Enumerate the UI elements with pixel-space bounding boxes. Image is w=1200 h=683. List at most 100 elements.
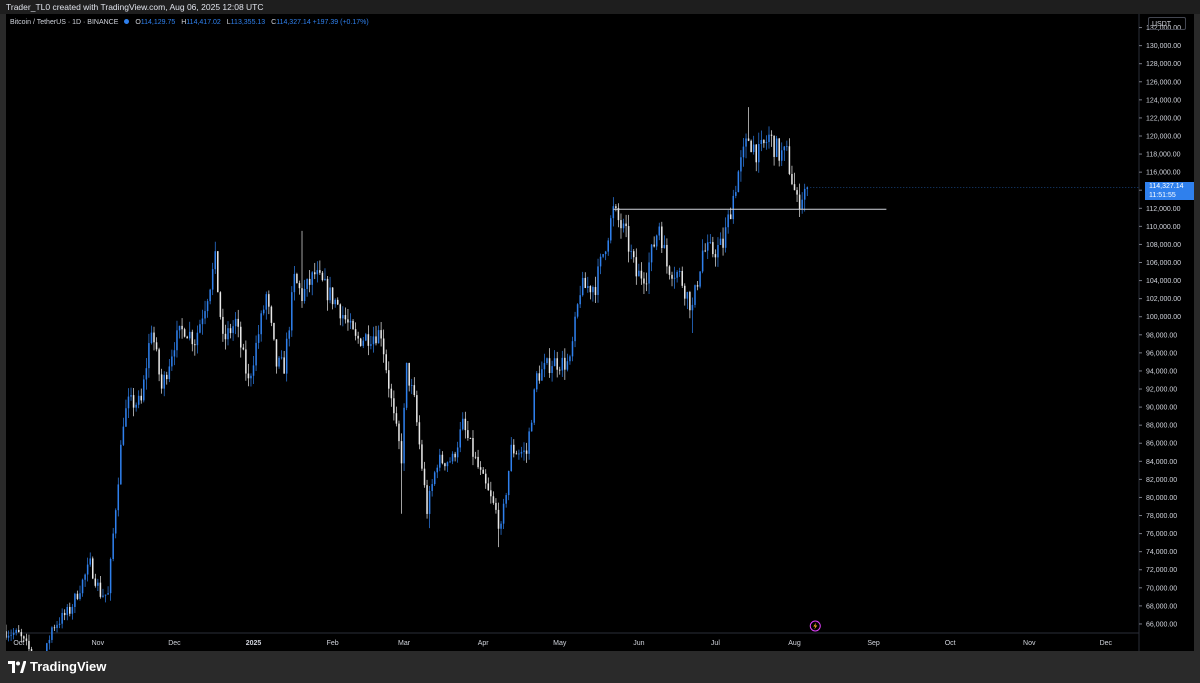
candle-body [255,342,257,366]
y-tick-label: 120,000.00 [1146,133,1181,140]
chart-area[interactable]: 66,000.00 68,000.00 70,000.00 72,000.00 74,0… [6,14,1194,651]
candle-body [145,368,148,380]
candle-body [30,649,33,651]
candle-body [701,250,704,272]
candle-body [268,294,270,307]
candle-body [354,329,357,336]
y-tick-label: 74,000.00 [1146,549,1177,556]
candle-body [240,326,242,348]
y-tick-label: 104,000.00 [1146,278,1181,285]
y-tick-label: 112,000.00 [1146,206,1181,213]
tradingview-logo-icon [8,661,26,673]
candle-body [765,142,768,144]
candle-body [349,320,352,323]
candle-body [729,214,732,220]
candle-body [339,304,342,319]
candle-body [604,251,607,255]
candle-body [574,316,576,342]
y-tick-label: 116,000.00 [1146,170,1181,177]
candle-body [709,242,712,243]
x-tick-label: 2025 [246,640,262,647]
candle-body [104,594,107,596]
y-tick-label: 78,000.00 [1146,513,1177,520]
candle-body [653,244,655,247]
y-tick-label: 92,000.00 [1146,387,1177,394]
candle-body [502,503,505,524]
candle-body [783,146,786,151]
candle-body [367,334,370,346]
y-tick-label: 90,000.00 [1146,405,1177,412]
candle-body [99,582,102,597]
candle-body [188,331,191,339]
candle-body [671,274,673,279]
candle-body [344,315,347,320]
candle-body [556,358,558,370]
x-tick-label: Dec [1100,640,1113,647]
legend-low-label: L [226,19,231,26]
candle-body [433,472,436,485]
candle-body [627,226,630,252]
candle-body [780,150,783,161]
candle-body [581,277,584,296]
price-chart[interactable]: 66,000.00 68,000.00 70,000.00 72,000.00 74,0… [6,14,1194,651]
candle-body [403,407,405,464]
candle-body [584,277,587,288]
candle-body [635,257,638,277]
legend-close-value: 114,327.14 [276,19,311,26]
candle-body [390,388,393,399]
candle-body [775,138,778,157]
lightning-icon[interactable] [809,620,821,632]
candle-body [735,192,737,196]
candle-body [171,356,173,367]
candle-body [370,344,372,346]
candle-body [791,173,793,185]
candle-body [428,490,431,514]
candle-body [199,324,201,333]
candle-body [441,454,444,464]
candle-body [125,408,127,427]
candle-body [288,330,291,339]
candle-body [359,338,362,346]
candle-body [61,612,63,624]
candle-body [132,395,135,408]
candle-body [377,330,380,344]
candle-body [186,336,188,339]
candle-body [109,559,112,594]
currency-selector[interactable]: USDT [1148,17,1186,30]
candle-body [298,283,301,289]
candle-body [548,358,551,374]
candle-body [270,306,273,323]
market-status-icon [124,19,130,24]
candle-body [553,358,556,367]
y-tick-label: 86,000.00 [1146,441,1177,448]
candle-body [732,195,735,220]
y-tick-label: 106,000.00 [1146,260,1181,267]
candle-body [610,218,612,241]
x-tick-label: Oct [945,640,956,647]
candle-body [426,485,428,514]
candle-body [252,365,255,376]
candle-body [681,270,683,286]
candle-body [51,627,53,640]
candle-body [66,606,69,616]
candle-body [352,320,354,330]
candle-body [168,366,171,380]
candle-body [617,208,620,221]
candle-body [630,251,632,252]
candle-body [326,278,329,301]
candle-body [196,332,199,346]
y-tick-label: 98,000.00 [1146,332,1177,339]
candle-body [69,606,71,614]
candle-body [507,471,510,496]
candle-body [58,623,61,625]
tradingview-brand[interactable]: TradingView [8,659,106,675]
candle-body [163,374,165,389]
candle-body [342,315,344,319]
candle-body [778,138,780,161]
candle-body [293,273,296,293]
x-tick-label: Nov [92,640,105,647]
candle-body [760,139,763,145]
candle-body [28,640,30,650]
last-price-value: 114,327.14 [1149,183,1184,191]
candle-body [382,338,385,355]
